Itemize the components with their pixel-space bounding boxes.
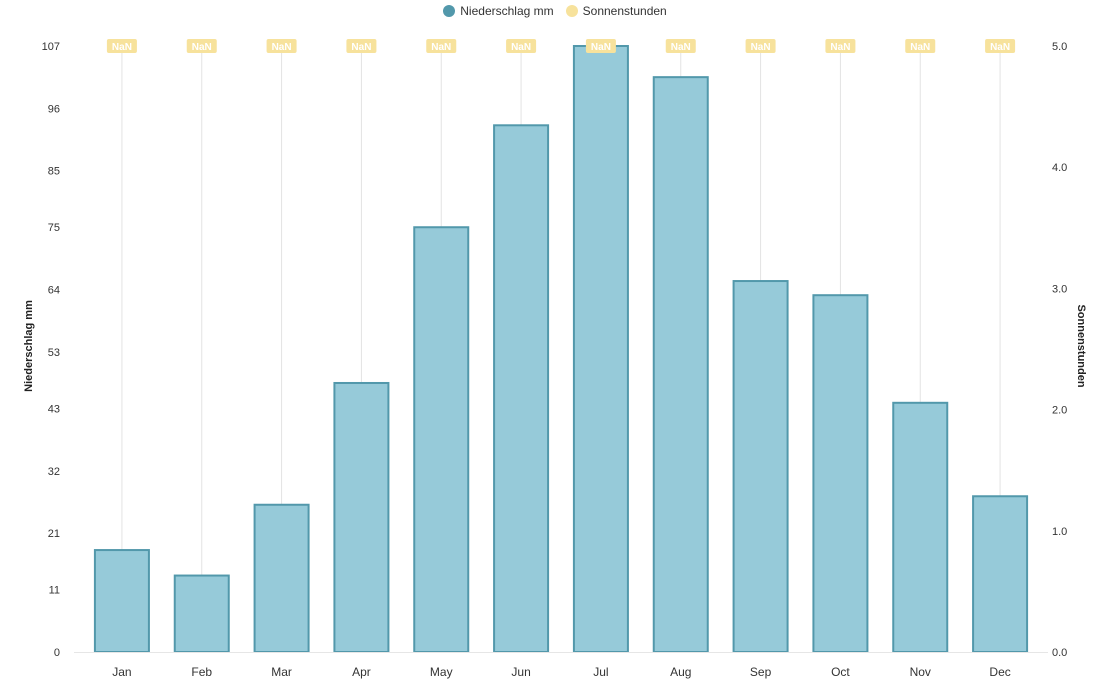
sun-badge-oct <box>825 39 856 53</box>
x-tick-label: Aug <box>670 665 691 679</box>
x-tick-label: Nov <box>910 665 931 679</box>
sun-badge-apr <box>346 39 377 53</box>
sun-badge-aug <box>665 39 696 53</box>
y2-tick-label: 2.0 <box>1052 405 1067 417</box>
sun-badge-label: NaN <box>351 42 371 53</box>
bar-dec <box>972 495 1029 654</box>
bar-aug <box>652 76 709 653</box>
x-tick-label: Dec <box>989 665 1010 679</box>
legend-label-precipitation: Niederschlag mm <box>460 4 554 18</box>
sun-badge-jul <box>585 39 616 53</box>
x-tick-label: Jan <box>112 665 131 679</box>
y2-tick-label: 4.0 <box>1052 162 1067 174</box>
sun-badge-jan <box>106 39 137 53</box>
legend-marker-sunshine <box>565 5 578 17</box>
legend-item-precipitation[interactable]: Niederschlag mm <box>443 4 554 18</box>
chart-legend: Niederschlag mm Sonnenstunden <box>0 4 1110 18</box>
x-tick-label: Oct <box>831 665 850 679</box>
x-tick-label: May <box>430 665 453 679</box>
y2-tick-label: 1.0 <box>1052 526 1067 538</box>
y-tick-label: 75 <box>48 222 60 234</box>
y-tick-label: 32 <box>48 466 60 478</box>
legend-label-sunshine: Sonnenstunden <box>582 4 667 18</box>
legend-marker-precipitation <box>443 5 456 17</box>
bar-mar <box>253 503 310 653</box>
y-axis-title: Niederschlag mm <box>23 300 35 392</box>
bar-jan <box>93 549 150 654</box>
sun-badge-feb <box>186 39 217 53</box>
bar-may <box>413 226 470 653</box>
sun-badge-label: NaN <box>830 42 850 53</box>
bar-sep <box>732 280 789 653</box>
sun-badge-dec <box>985 39 1016 53</box>
sun-badge-label: NaN <box>591 42 611 53</box>
sun-badge-label: NaN <box>431 42 451 53</box>
bar-nov <box>892 401 949 653</box>
y-tick-label: 64 <box>48 285 60 297</box>
x-tick-label: Jul <box>593 665 608 679</box>
y2-tick-label: 0.0 <box>1052 647 1067 659</box>
y2-axis-title: Sonnenstunden <box>1075 304 1087 387</box>
x-tick-label: Sep <box>750 665 772 679</box>
bar-feb <box>173 574 230 653</box>
y-tick-label: 21 <box>48 528 60 540</box>
sun-badge-sep <box>745 39 776 53</box>
y-tick-label: 96 <box>48 103 60 115</box>
y2-tick-label: 5.0 <box>1052 41 1067 53</box>
x-tick-label: Feb <box>191 665 212 679</box>
x-tick-label: Jun <box>511 665 530 679</box>
sun-badge-label: NaN <box>910 42 930 53</box>
sun-badge-label: NaN <box>671 42 691 53</box>
bar-jul <box>572 45 629 653</box>
badge-layer: NaN NaN NaN NaN NaN NaN NaN NaN NaN NaN NaN NaN <box>106 39 1016 53</box>
x-tick-label: Mar <box>271 665 292 679</box>
legend-item-sunshine[interactable]: Sonnenstunden <box>565 4 667 18</box>
y-tick-label: 53 <box>48 347 60 359</box>
y-tick-label: 11 <box>49 585 60 597</box>
sun-badge-label: NaN <box>272 42 292 53</box>
sun-badge-label: NaN <box>112 42 132 53</box>
y-tick-label: 43 <box>48 403 60 415</box>
sun-badge-mar <box>266 39 297 53</box>
sun-badge-label: NaN <box>751 42 771 53</box>
sun-badge-may <box>426 39 457 53</box>
sun-badge-label: NaN <box>511 42 531 53</box>
sun-badge-nov <box>905 39 936 53</box>
sun-badge-label: NaN <box>192 42 212 53</box>
y-tick-label: 0 <box>54 647 60 659</box>
bar-layer <box>93 45 1029 654</box>
sun-badge-jun <box>506 39 537 53</box>
bar-oct <box>812 294 869 653</box>
sun-badge-label: NaN <box>990 42 1010 53</box>
axis-layer: Jan Feb Mar Apr May Jun Jul Aug Sep Oct Nov Dec 0 11 2… <box>42 41 1068 679</box>
bar-apr <box>333 381 390 653</box>
y-tick-label: 85 <box>48 166 60 178</box>
bar-jun <box>493 124 550 653</box>
x-tick-label: Apr <box>352 665 371 679</box>
y-tick-label: 107 <box>42 41 60 53</box>
y2-tick-label: 3.0 <box>1052 283 1067 295</box>
